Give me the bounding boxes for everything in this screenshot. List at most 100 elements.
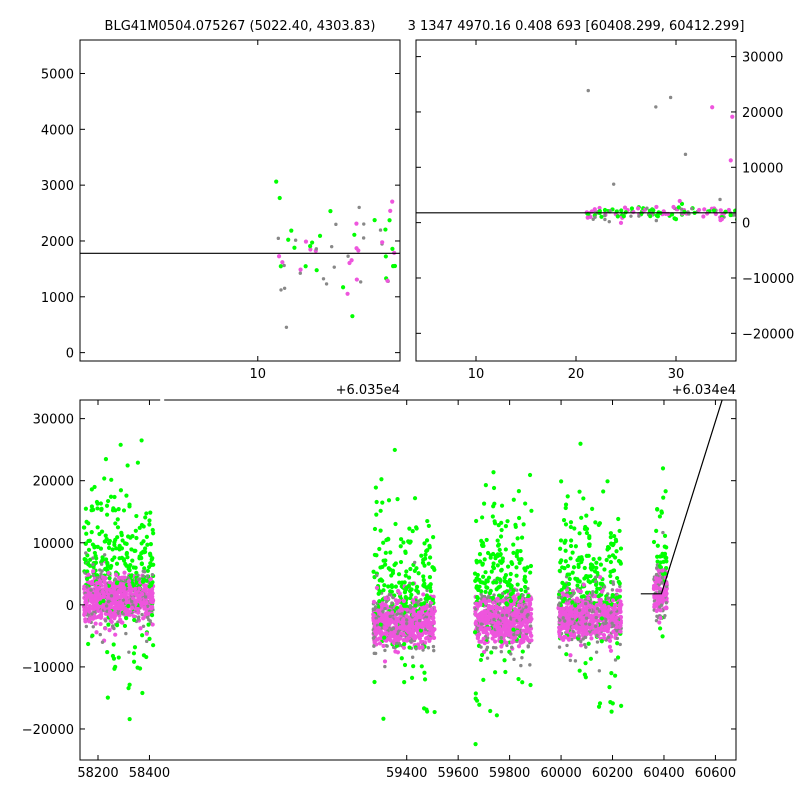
data-point	[431, 644, 436, 649]
data-point	[377, 546, 382, 552]
data-point	[372, 679, 377, 685]
data-point	[540, 255, 543, 258]
data-point	[705, 211, 710, 216]
data-point	[587, 603, 592, 608]
data-point	[525, 565, 530, 570]
data-point	[623, 339, 627, 343]
data-point	[404, 569, 409, 574]
data-point	[564, 652, 569, 657]
data-point	[560, 565, 565, 570]
data-point	[314, 268, 319, 273]
data-point	[517, 267, 521, 271]
data-point	[421, 583, 426, 588]
data-point	[583, 635, 587, 640]
data-point	[103, 619, 108, 623]
data-point	[523, 584, 528, 590]
data-point	[615, 655, 621, 660]
data-point	[562, 299, 566, 303]
data-point	[598, 575, 603, 580]
data-point	[118, 582, 123, 587]
data-point	[630, 294, 633, 297]
data-point	[399, 611, 404, 616]
data-point	[568, 631, 573, 636]
data-point	[597, 701, 603, 706]
data-point	[84, 551, 88, 555]
data-point	[593, 582, 599, 587]
data-point	[504, 640, 509, 645]
data-point	[492, 617, 496, 622]
data-point	[733, 213, 736, 217]
data-point	[431, 535, 436, 540]
data-point	[95, 576, 100, 580]
data-point	[145, 574, 150, 578]
data-point	[718, 208, 723, 213]
data-point	[475, 627, 480, 632]
data-point	[602, 609, 608, 614]
x-tick-label: 10	[468, 367, 485, 382]
data-point	[596, 594, 601, 599]
data-point	[442, 230, 446, 234]
data-point	[104, 604, 109, 608]
y-tick-label: 4000	[41, 123, 74, 138]
model-line	[416, 212, 736, 214]
data-point	[140, 690, 145, 696]
data-point	[398, 559, 404, 565]
data-point	[402, 680, 407, 685]
data-point	[578, 643, 584, 648]
data-point	[82, 556, 87, 562]
data-point	[503, 621, 508, 626]
data-point	[387, 622, 392, 627]
data-point	[474, 518, 479, 524]
data-point	[293, 238, 298, 242]
data-point	[495, 606, 501, 612]
data-point	[608, 531, 613, 536]
data-point	[496, 523, 501, 528]
data-point	[373, 651, 378, 656]
data-point	[512, 594, 517, 599]
data-point	[509, 652, 513, 656]
data-point	[384, 621, 389, 627]
data-point	[94, 602, 99, 607]
data-point	[511, 497, 516, 502]
data-point	[394, 626, 399, 631]
data-point	[502, 633, 508, 638]
data-point	[115, 535, 120, 540]
data-point	[136, 577, 140, 582]
data-point	[679, 201, 685, 206]
data-point	[656, 568, 661, 573]
data-point	[90, 633, 95, 638]
axes-frame	[415, 39, 737, 362]
data-point	[357, 205, 361, 210]
data-point	[504, 601, 509, 606]
data-point	[131, 565, 136, 570]
data-point	[473, 609, 478, 614]
data-point	[473, 621, 479, 626]
data-point	[310, 240, 315, 245]
data-point	[491, 470, 496, 475]
data-point	[99, 614, 104, 619]
data-point	[482, 594, 487, 599]
data-point	[378, 611, 383, 617]
data-point	[124, 493, 129, 498]
data-point	[614, 624, 620, 629]
data-point	[484, 225, 487, 228]
data-point	[601, 489, 606, 494]
data-point	[95, 506, 100, 511]
data-point	[584, 530, 589, 536]
data-point	[483, 610, 488, 615]
data-point	[597, 609, 602, 613]
data-point	[557, 606, 562, 611]
data-point	[498, 552, 503, 558]
data-point	[409, 587, 414, 592]
data-point	[389, 583, 394, 588]
data-point	[519, 587, 524, 593]
data-point	[480, 594, 484, 599]
data-point	[151, 643, 156, 648]
data-point	[576, 588, 581, 593]
data-point	[499, 503, 505, 508]
data-point	[147, 518, 152, 523]
data-point	[150, 572, 155, 577]
data-point	[401, 645, 407, 650]
data-point	[85, 569, 90, 574]
data-point	[587, 622, 592, 627]
